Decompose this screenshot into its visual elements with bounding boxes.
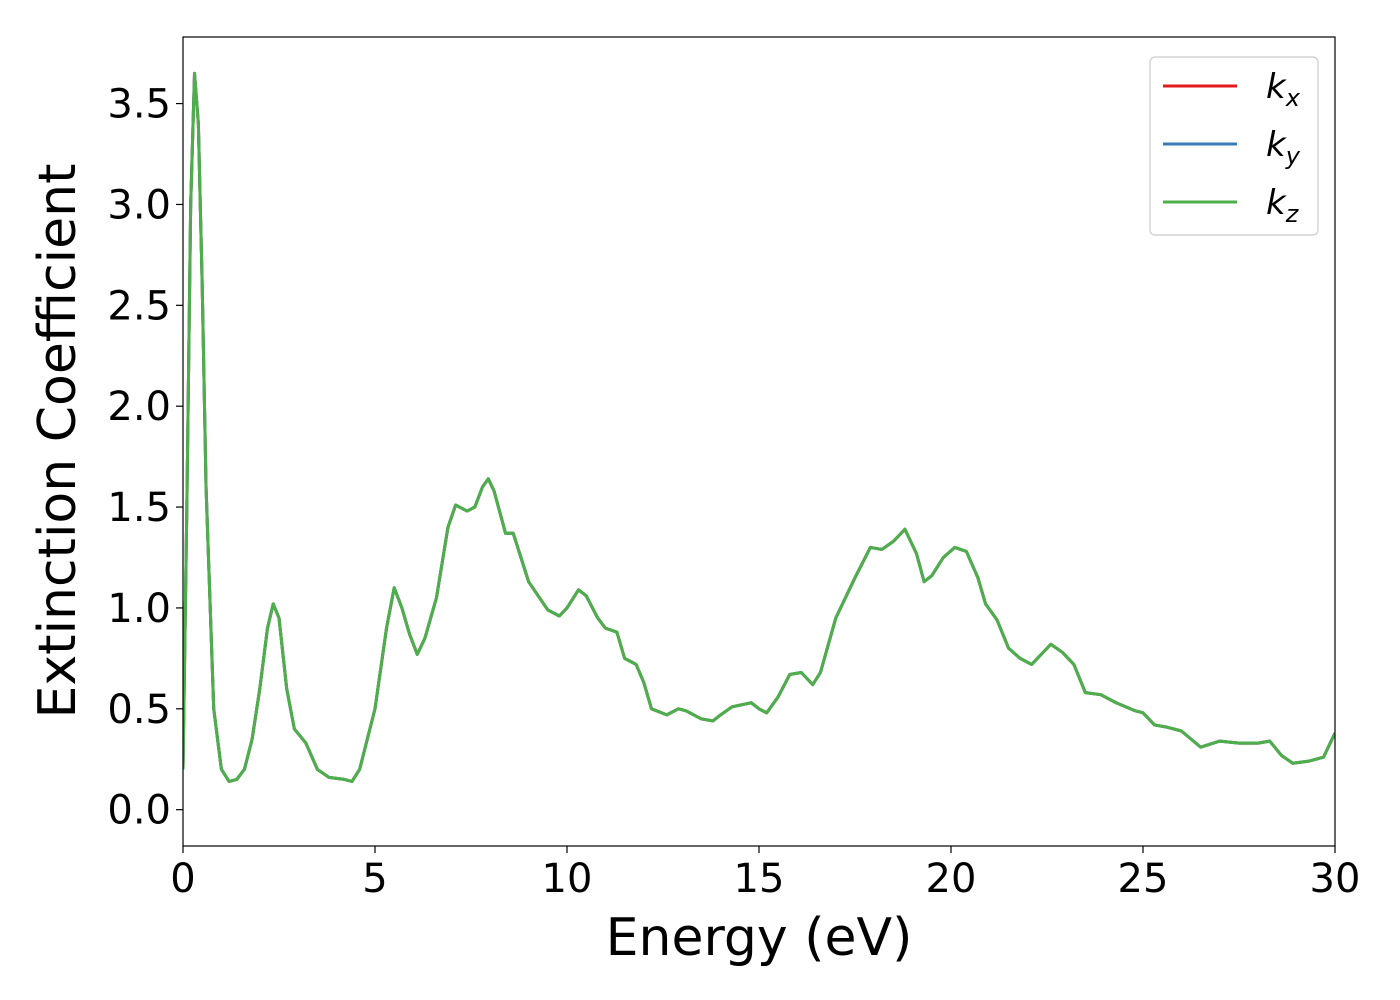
y-tick-label: 3.0 [107, 182, 171, 228]
x-tick-label: 30 [1310, 856, 1361, 902]
legend-label: ky [1266, 125, 1301, 170]
x-tick-label: 20 [926, 856, 977, 902]
legend-box [1149, 56, 1319, 236]
y-tick-label: 3.5 [107, 82, 171, 128]
y-tick-label: 0.5 [107, 687, 171, 733]
y-tick-label: 0.0 [107, 788, 171, 834]
y-axis-label: Extinction Coefficient [28, 164, 88, 719]
x-tick-label: 5 [362, 856, 387, 902]
y-tick-label: 1.5 [107, 485, 171, 531]
line-series [183, 71, 1335, 783]
y-tick-label: 2.0 [107, 384, 171, 430]
legend-label: kx [1266, 67, 1301, 112]
y-tick-label: 1.0 [107, 586, 171, 632]
legend-label: kz [1266, 183, 1300, 228]
plot-frame [182, 36, 1336, 847]
x-tick-label: 0 [170, 856, 195, 902]
y-tick-label: 2.5 [107, 283, 171, 329]
x-axis-label: Energy (eV) [606, 908, 913, 968]
x-tick-label: 25 [1118, 856, 1169, 902]
x-tick-label: 10 [542, 856, 593, 902]
x-tick-label: 15 [734, 856, 785, 902]
